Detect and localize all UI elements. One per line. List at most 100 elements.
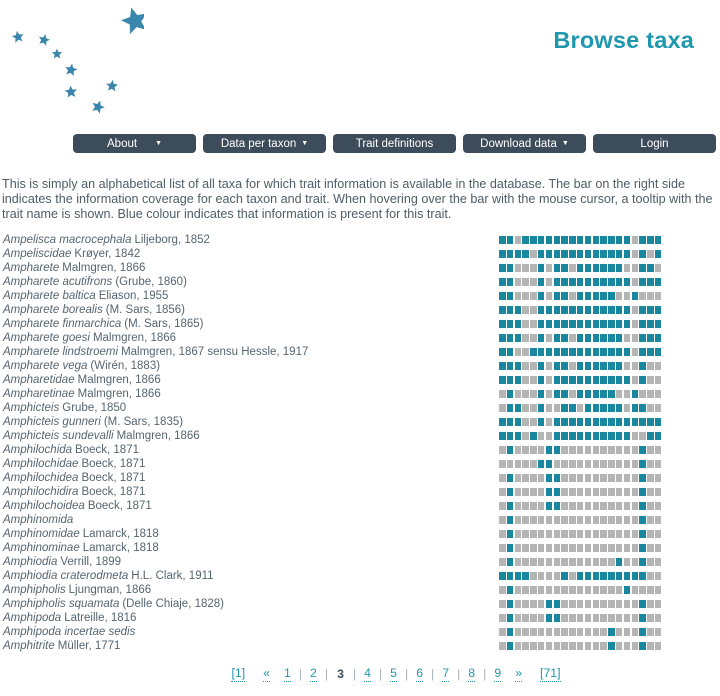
trait-present-cell[interactable]: [584, 250, 592, 258]
pagination-page-5-link[interactable]: 5: [390, 666, 397, 682]
trait-present-cell[interactable]: [569, 404, 576, 412]
trait-absent-cell[interactable]: [647, 292, 654, 300]
trait-coverage-bar[interactable]: [499, 404, 662, 412]
trait-present-cell[interactable]: [576, 236, 584, 244]
trait-present-cell[interactable]: [569, 418, 576, 426]
trait-absent-cell[interactable]: [615, 488, 623, 496]
trait-present-cell[interactable]: [576, 320, 584, 328]
trait-absent-cell[interactable]: [514, 544, 522, 552]
trait-present-cell[interactable]: [592, 404, 600, 412]
trait-absent-cell[interactable]: [514, 348, 522, 356]
trait-absent-cell[interactable]: [584, 642, 592, 650]
trait-absent-cell[interactable]: [631, 544, 639, 552]
trait-absent-cell[interactable]: [584, 544, 592, 552]
trait-present-cell[interactable]: [639, 502, 646, 510]
trait-present-cell[interactable]: [530, 236, 537, 244]
trait-absent-cell[interactable]: [545, 390, 553, 398]
trait-present-cell[interactable]: [569, 250, 576, 258]
trait-present-cell[interactable]: [600, 390, 607, 398]
trait-present-cell[interactable]: [592, 572, 600, 580]
trait-present-cell[interactable]: [639, 404, 646, 412]
trait-absent-cell[interactable]: [592, 586, 600, 594]
trait-absent-cell[interactable]: [530, 642, 537, 650]
trait-present-cell[interactable]: [576, 278, 584, 286]
trait-absent-cell[interactable]: [530, 628, 537, 636]
trait-absent-cell[interactable]: [561, 642, 568, 650]
trait-present-cell[interactable]: [506, 390, 514, 398]
trait-present-cell[interactable]: [600, 432, 607, 440]
trait-present-cell[interactable]: [615, 334, 623, 342]
trait-present-cell[interactable]: [608, 320, 615, 328]
trait-coverage-bar[interactable]: [499, 516, 662, 524]
trait-present-cell[interactable]: [561, 376, 568, 384]
trait-present-cell[interactable]: [608, 642, 615, 650]
trait-absent-cell[interactable]: [647, 362, 654, 370]
trait-present-cell[interactable]: [600, 320, 607, 328]
nav-button-login[interactable]: Login: [593, 134, 716, 153]
trait-present-cell[interactable]: [647, 278, 654, 286]
trait-absent-cell[interactable]: [584, 586, 592, 594]
trait-absent-cell[interactable]: [654, 460, 662, 468]
trait-present-cell[interactable]: [639, 530, 646, 538]
trait-present-cell[interactable]: [499, 432, 506, 440]
trait-absent-cell[interactable]: [584, 446, 592, 454]
trait-absent-cell[interactable]: [553, 460, 561, 468]
trait-coverage-bar[interactable]: [499, 586, 662, 594]
trait-absent-cell[interactable]: [514, 292, 522, 300]
trait-absent-cell[interactable]: [514, 446, 522, 454]
trait-coverage-bar[interactable]: [499, 558, 662, 566]
trait-present-cell[interactable]: [600, 376, 607, 384]
trait-absent-cell[interactable]: [623, 264, 631, 272]
trait-present-cell[interactable]: [530, 432, 537, 440]
trait-absent-cell[interactable]: [576, 474, 584, 482]
trait-present-cell[interactable]: [576, 376, 584, 384]
trait-absent-cell[interactable]: [615, 544, 623, 552]
trait-present-cell[interactable]: [561, 390, 568, 398]
trait-present-cell[interactable]: [576, 250, 584, 258]
trait-absent-cell[interactable]: [530, 264, 537, 272]
trait-present-cell[interactable]: [499, 362, 506, 370]
trait-absent-cell[interactable]: [514, 278, 522, 286]
trait-present-cell[interactable]: [545, 502, 553, 510]
trait-absent-cell[interactable]: [623, 488, 631, 496]
trait-absent-cell[interactable]: [623, 628, 631, 636]
trait-absent-cell[interactable]: [647, 572, 654, 580]
trait-absent-cell[interactable]: [608, 586, 615, 594]
trait-present-cell[interactable]: [600, 264, 607, 272]
trait-present-cell[interactable]: [499, 264, 506, 272]
trait-present-cell[interactable]: [639, 418, 646, 426]
trait-present-cell[interactable]: [553, 502, 561, 510]
trait-present-cell[interactable]: [608, 572, 615, 580]
trait-present-cell[interactable]: [639, 362, 646, 370]
trait-present-cell[interactable]: [576, 292, 584, 300]
trait-absent-cell[interactable]: [522, 292, 529, 300]
trait-absent-cell[interactable]: [553, 642, 561, 650]
trait-present-cell[interactable]: [608, 418, 615, 426]
trait-absent-cell[interactable]: [584, 460, 592, 468]
trait-present-cell[interactable]: [623, 306, 631, 314]
trait-present-cell[interactable]: [553, 376, 561, 384]
trait-present-cell[interactable]: [569, 236, 576, 244]
trait-present-cell[interactable]: [506, 558, 514, 566]
trait-present-cell[interactable]: [584, 362, 592, 370]
trait-present-cell[interactable]: [654, 418, 662, 426]
trait-absent-cell[interactable]: [530, 320, 537, 328]
trait-absent-cell[interactable]: [600, 516, 607, 524]
trait-present-cell[interactable]: [545, 250, 553, 258]
trait-present-cell[interactable]: [600, 418, 607, 426]
trait-absent-cell[interactable]: [537, 642, 545, 650]
trait-present-cell[interactable]: [623, 418, 631, 426]
trait-coverage-bar[interactable]: [499, 530, 662, 538]
trait-present-cell[interactable]: [561, 432, 568, 440]
trait-absent-cell[interactable]: [600, 586, 607, 594]
trait-coverage-bar[interactable]: [499, 572, 662, 580]
trait-present-cell[interactable]: [553, 292, 561, 300]
trait-coverage-bar[interactable]: [499, 460, 662, 468]
trait-present-cell[interactable]: [561, 418, 568, 426]
trait-present-cell[interactable]: [576, 418, 584, 426]
trait-absent-cell[interactable]: [576, 642, 584, 650]
trait-present-cell[interactable]: [623, 236, 631, 244]
trait-present-cell[interactable]: [647, 432, 654, 440]
trait-absent-cell[interactable]: [592, 516, 600, 524]
trait-absent-cell[interactable]: [537, 474, 545, 482]
